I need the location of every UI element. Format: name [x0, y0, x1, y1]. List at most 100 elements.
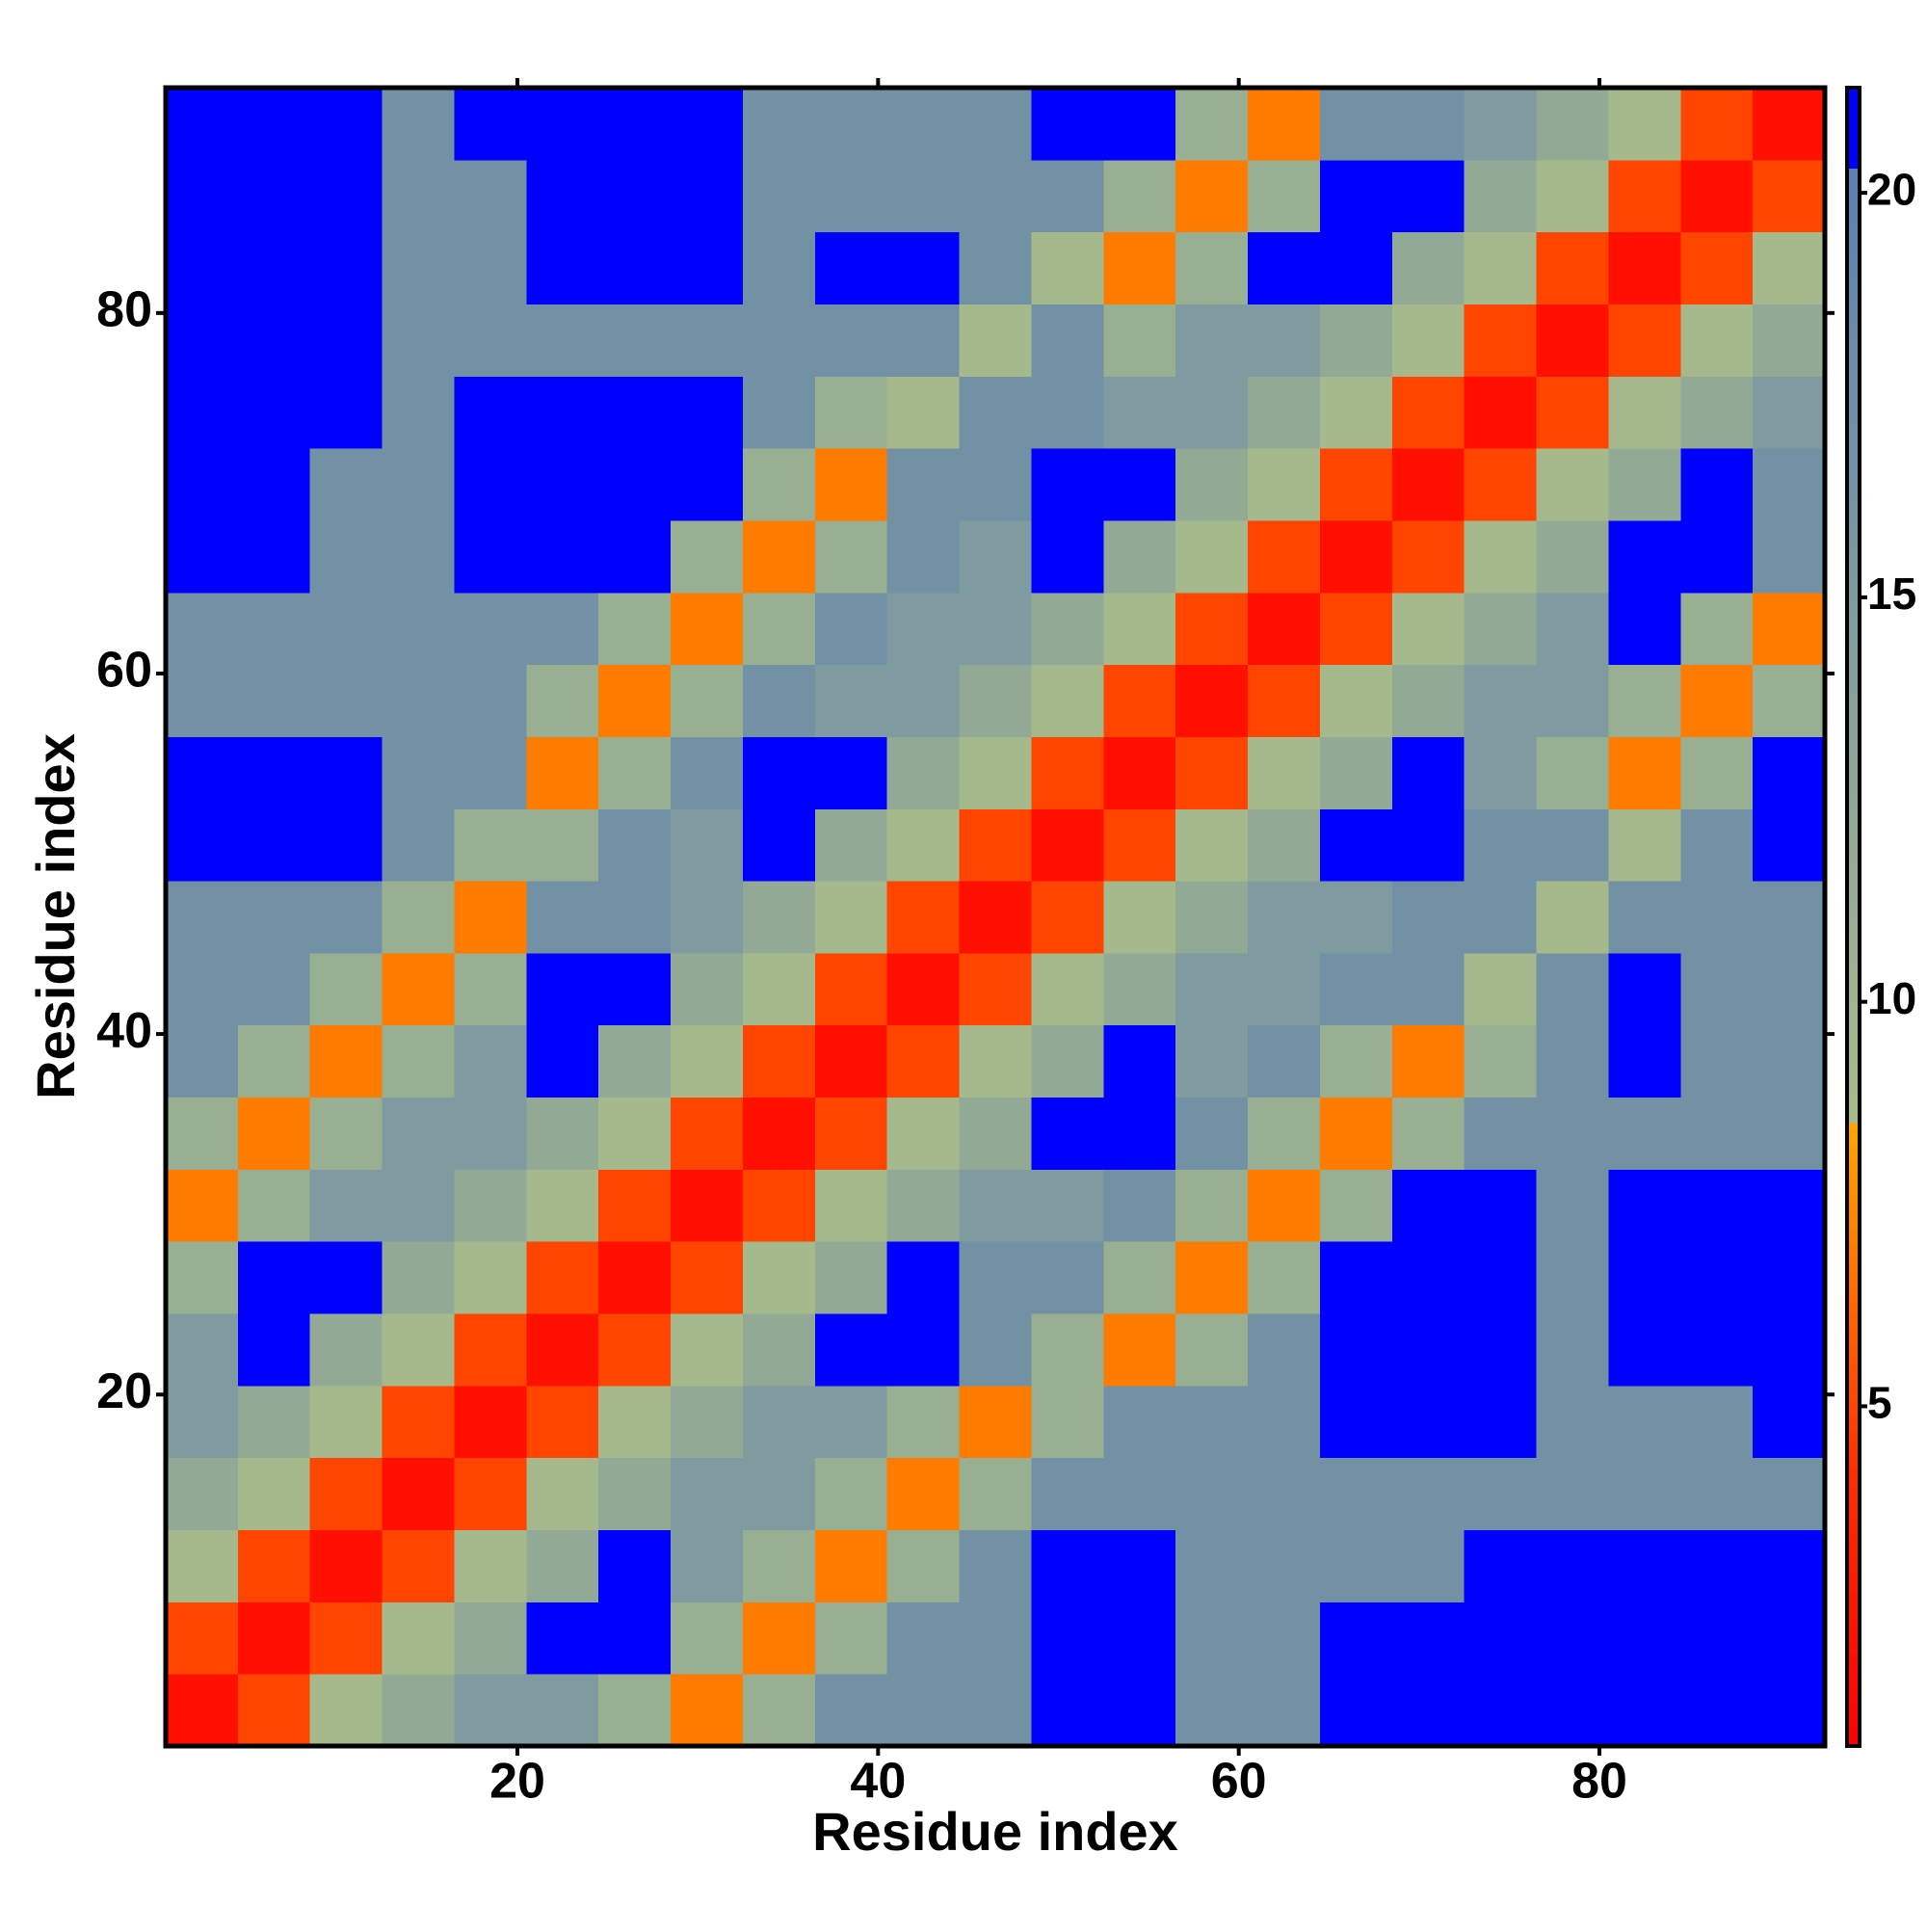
y-tick-label: 40 [96, 1003, 152, 1059]
heatmap-cell [1031, 231, 1104, 304]
heatmap-cell [237, 88, 311, 161]
heatmap-cell [742, 1385, 816, 1459]
heatmap-cell [814, 1385, 888, 1459]
heatmap-cell [454, 1385, 527, 1459]
heatmap-cell [237, 952, 311, 1026]
heatmap-cell [1753, 159, 1826, 233]
heatmap-cell [1391, 1601, 1465, 1675]
heatmap-cell [526, 592, 599, 666]
heatmap-cell [598, 952, 672, 1026]
heatmap-cell [382, 1529, 455, 1602]
heatmap-cell [1319, 808, 1393, 882]
heatmap-cell [1391, 1529, 1465, 1602]
heatmap-cell [237, 376, 311, 449]
heatmap-cell [309, 159, 383, 233]
heatmap-cell [1175, 376, 1249, 449]
heatmap-cell [1753, 1457, 1826, 1531]
heatmap-cell [454, 952, 527, 1026]
heatmap-cell [526, 159, 599, 233]
heatmap-cell [1464, 231, 1538, 304]
heatmap-cell [526, 448, 599, 521]
heatmap-cell [1753, 1313, 1826, 1387]
heatmap-cell [1319, 231, 1393, 304]
heatmap-cell [237, 1169, 311, 1242]
heatmap-cell [598, 1674, 672, 1747]
colorbar [1845, 86, 1861, 1748]
heatmap-cell [1103, 1385, 1176, 1459]
heatmap-cell [1608, 159, 1681, 233]
plot-frame [163, 85, 1828, 1749]
colorbar-tick-label: 20 [1867, 164, 1916, 214]
heatmap-cell [1680, 159, 1754, 233]
heatmap-cell [166, 159, 239, 233]
heatmap-cell [309, 1457, 383, 1531]
heatmap-cell [814, 952, 888, 1026]
heatmap-cell [237, 808, 311, 882]
heatmap-cell [671, 88, 744, 161]
heatmap-cell [1464, 1169, 1538, 1242]
heatmap-cell [382, 952, 455, 1026]
heatmap-cell [1680, 1024, 1754, 1098]
heatmap-cell [1031, 448, 1104, 521]
heatmap-cell [1319, 304, 1393, 377]
heatmap-cell [1536, 1385, 1609, 1459]
heatmap-cell [1319, 1529, 1393, 1602]
heatmap-cell [598, 592, 672, 666]
heatmap-cell [382, 1024, 455, 1098]
heatmap-cell [886, 592, 961, 666]
x-tick-label: 40 [850, 1754, 906, 1810]
heatmap-cell [959, 1241, 1032, 1314]
heatmap-cell [1753, 88, 1826, 161]
heatmap-cell [382, 448, 455, 521]
heatmap-cell [814, 376, 888, 449]
heatmap-cell [1608, 952, 1681, 1026]
heatmap-cell [1175, 808, 1249, 882]
heatmap-cell [1753, 448, 1826, 521]
heatmap-cell [309, 519, 383, 594]
heatmap-cell [959, 1529, 1032, 1602]
heatmap-cell [382, 1313, 455, 1387]
heatmap-cell [1391, 1457, 1465, 1531]
heatmap-cell [1319, 448, 1393, 521]
heatmap-cell [598, 519, 672, 594]
heatmap-cell [1175, 448, 1249, 521]
heatmap-cell [1391, 664, 1465, 737]
heatmap-cell [1319, 519, 1393, 594]
heatmap-cell [671, 592, 744, 666]
heatmap-cell [454, 304, 527, 377]
heatmap-cell [1464, 376, 1538, 449]
heatmap-cell [237, 1529, 311, 1602]
heatmap-cell [382, 592, 455, 666]
heatmap-cell [166, 881, 239, 954]
heatmap-cell [1319, 376, 1393, 449]
heatmap-cell [1248, 808, 1321, 882]
heatmap-cell [1248, 1674, 1321, 1747]
heatmap-cell [886, 808, 961, 882]
heatmap-cell [526, 1529, 599, 1602]
heatmap-cell [309, 1241, 383, 1314]
heatmap-cell [1680, 1169, 1754, 1242]
heatmap-cell [959, 1097, 1032, 1170]
x-tick-label: 80 [1571, 1754, 1627, 1810]
heatmap-cell [1103, 1169, 1176, 1242]
heatmap-cell [1464, 1529, 1538, 1602]
heatmap-cell [1103, 1674, 1176, 1747]
heatmap-cell [1031, 592, 1104, 666]
heatmap-cell [886, 736, 961, 809]
heatmap-cell [1248, 881, 1321, 954]
heatmap-cell [671, 1313, 744, 1387]
heatmap-cell [814, 736, 888, 809]
heatmap-cell [1753, 592, 1826, 666]
heatmap-cell [1680, 1097, 1754, 1170]
heatmap-cell [1680, 1241, 1754, 1314]
heatmap-cell [1753, 1529, 1826, 1602]
heatmap-cell [166, 376, 239, 449]
heatmap-cell [1680, 881, 1754, 954]
heatmap-cell [598, 881, 672, 954]
heatmap-cell [1319, 592, 1393, 666]
heatmap-cell [1753, 304, 1826, 377]
heatmap-cell [1536, 448, 1609, 521]
heatmap-cell [1103, 808, 1176, 882]
heatmap-cell [1464, 881, 1538, 954]
heatmap-cell [309, 88, 383, 161]
